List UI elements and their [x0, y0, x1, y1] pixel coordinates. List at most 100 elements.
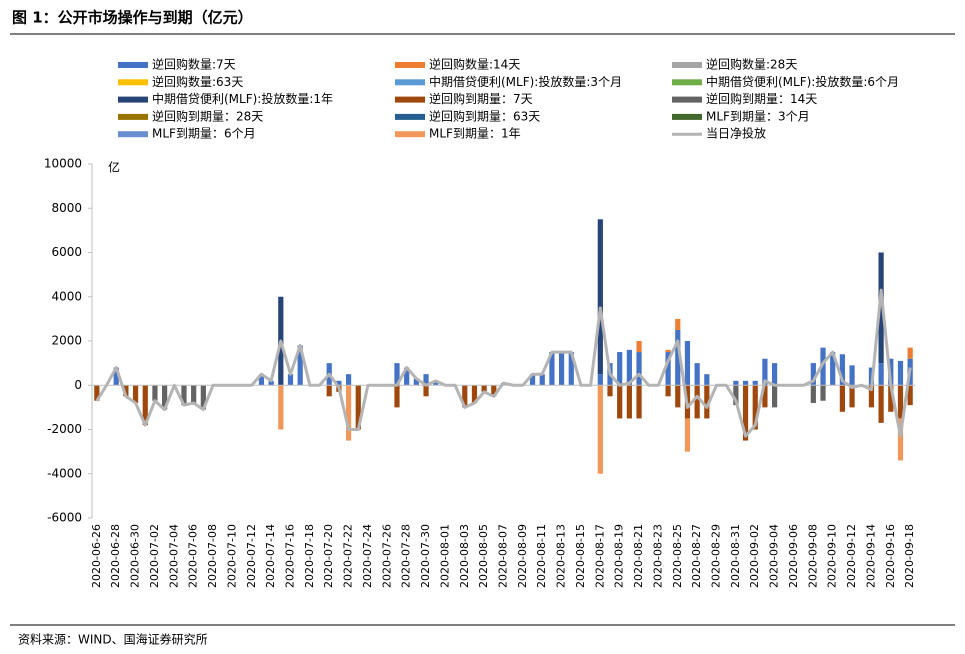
- bar: [897, 360, 904, 386]
- bar: [607, 385, 613, 397]
- bar: [539, 374, 545, 386]
- bar: [636, 385, 642, 419]
- x-tick-label: 2020-07-12: [245, 524, 258, 588]
- bar: [704, 374, 710, 386]
- legend-swatch: [395, 96, 425, 103]
- bar: [820, 385, 826, 401]
- x-tick-label: 2020-08-05: [477, 524, 490, 588]
- bar: [675, 329, 681, 386]
- x-tick-label: 2020-08-23: [651, 524, 664, 588]
- x-tick-label: 2020-06-28: [109, 524, 122, 588]
- legend-swatch: [118, 62, 148, 68]
- legend-label: MLF到期量：1年: [429, 127, 521, 141]
- x-tick-label: 2020-09-12: [845, 524, 858, 588]
- bar: [752, 380, 758, 386]
- x-tick-label: 2020-06-30: [129, 524, 142, 588]
- bar: [878, 363, 884, 386]
- x-tick-label: 2020-09-16: [884, 524, 897, 588]
- x-tick-label: 2020-09-02: [748, 524, 761, 588]
- bar: [897, 385, 904, 419]
- x-tick-label: 2020-06-26: [90, 524, 103, 588]
- x-tick-label: 2020-07-28: [400, 524, 413, 588]
- legend-label: MLF到期量：6个月: [152, 127, 256, 141]
- legend-swatch: [395, 62, 425, 68]
- legend-swatch: [672, 113, 702, 120]
- x-tick-label: 2020-07-04: [167, 524, 180, 588]
- bar: [549, 352, 555, 386]
- x-tick-label: 2020-08-11: [535, 524, 548, 588]
- legend-swatch: [118, 79, 148, 86]
- x-tick-label: 2020-07-10: [225, 524, 238, 588]
- bar: [772, 385, 778, 408]
- x-tick-label: 2020-08-31: [729, 524, 742, 588]
- bar: [471, 385, 478, 403]
- bar: [597, 374, 603, 386]
- bar: [636, 352, 642, 386]
- legend-label: 逆回购到期量：28天: [152, 108, 263, 123]
- bar: [123, 385, 129, 397]
- legend-label: 逆回购数量:63天: [152, 74, 243, 89]
- y-tick-label: -4000: [47, 466, 82, 480]
- legend-label: 逆回购数量:7天: [152, 57, 236, 72]
- bar: [394, 385, 400, 408]
- bar: [810, 363, 816, 386]
- bar: [665, 385, 671, 397]
- bar: [636, 341, 642, 353]
- bar: [733, 385, 739, 406]
- legend-swatch: [395, 79, 425, 86]
- legend-label: 逆回购数量:14天: [429, 57, 520, 72]
- legend-label: 当日净投放: [706, 126, 766, 141]
- bar: [423, 385, 429, 397]
- bar: [200, 385, 206, 410]
- bar: [733, 380, 739, 386]
- x-tick-label: 2020-07-06: [187, 524, 200, 588]
- legend-label: 逆回购到期量：7天: [429, 91, 533, 106]
- x-tick-label: 2020-09-14: [864, 524, 877, 588]
- bar: [684, 418, 691, 452]
- legend-label: 逆回购到期量：63天: [429, 108, 540, 123]
- x-tick-label: 2020-08-01: [438, 524, 451, 588]
- bar: [529, 374, 536, 386]
- legend-label: 逆回购到期量：14天: [706, 91, 817, 106]
- bar: [810, 385, 816, 403]
- bar: [752, 385, 758, 430]
- bar: [413, 378, 419, 386]
- legend-swatch: [672, 96, 702, 103]
- y-tick-label: -2000: [47, 422, 82, 436]
- source: 资料来源：WIND、国海证券研究所: [18, 632, 208, 647]
- bar: [462, 385, 468, 408]
- bar: [665, 349, 671, 353]
- bar: [907, 385, 913, 406]
- bar: [849, 365, 855, 386]
- bar: [94, 385, 100, 401]
- x-tick-label: 2020-07-22: [342, 524, 355, 588]
- bar: [820, 347, 826, 386]
- legend-swatch: [672, 62, 702, 68]
- bar: [345, 374, 352, 386]
- y-tick-label: 2000: [51, 334, 82, 348]
- legend-label: MLF到期量：3个月: [706, 109, 810, 123]
- bar: [191, 385, 197, 403]
- x-tick-label: 2020-07-16: [283, 524, 296, 588]
- bar: [772, 363, 778, 386]
- bar: [423, 374, 429, 386]
- legend-swatch: [395, 131, 425, 138]
- bar: [742, 380, 749, 386]
- bar: [597, 219, 603, 375]
- y-tick-label: 4000: [51, 289, 82, 303]
- bar: [113, 367, 119, 386]
- bar: [568, 352, 574, 386]
- bar: [868, 385, 875, 408]
- bar: [626, 385, 632, 419]
- x-tick-label: 2020-08-17: [593, 524, 606, 588]
- bar: [878, 385, 884, 423]
- x-tick-label: 2020-07-02: [148, 524, 161, 588]
- bar: [762, 358, 768, 386]
- bar: [888, 385, 894, 412]
- bar: [897, 418, 904, 461]
- bar: [258, 374, 265, 386]
- x-tick-label: 2020-08-21: [632, 524, 645, 588]
- bar: [907, 347, 913, 359]
- bar: [152, 385, 158, 401]
- x-tick-label: 2020-07-24: [361, 524, 374, 588]
